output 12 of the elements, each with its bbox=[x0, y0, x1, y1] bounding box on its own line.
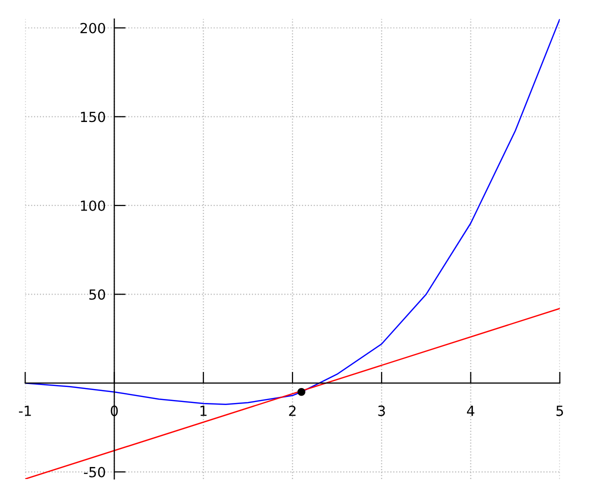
x-tick-label: 2 bbox=[289, 406, 296, 416]
x-tick-label: -1 bbox=[18, 406, 31, 416]
y-tick-label: 150 bbox=[80, 112, 106, 122]
x-tick-label: 4 bbox=[466, 406, 474, 416]
y-tick-label: -50 bbox=[84, 466, 106, 478]
y-tick-label: 200 bbox=[80, 22, 106, 34]
y-tick-label: 100 bbox=[80, 200, 106, 211]
line-series bbox=[25, 19, 560, 406]
x-tick-label: 3 bbox=[378, 406, 385, 416]
x-tick-label: 1 bbox=[200, 406, 207, 416]
x-tick-label: 5 bbox=[556, 406, 564, 416]
y-tick-label: 50 bbox=[89, 289, 106, 300]
